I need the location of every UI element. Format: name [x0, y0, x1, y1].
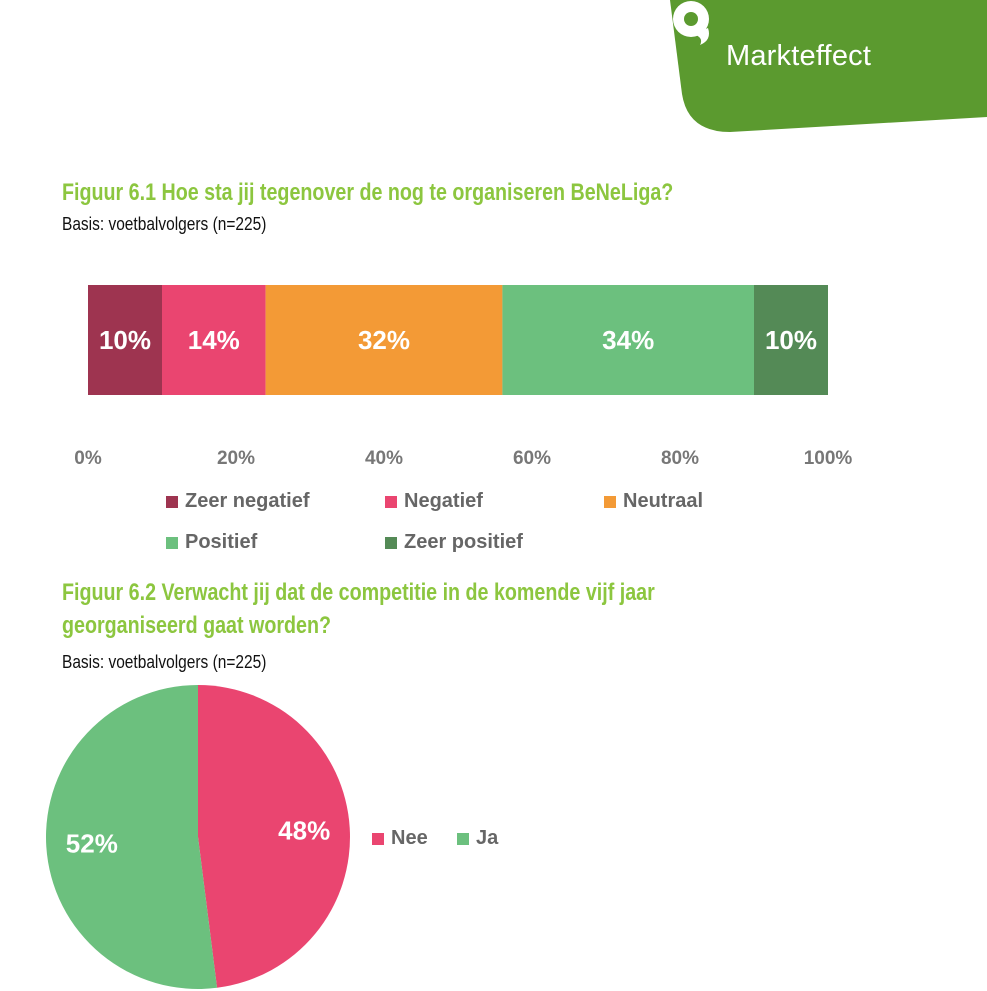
legend-label: Positief — [185, 531, 258, 553]
legend-swatch — [372, 832, 384, 845]
legend-label: Negatief — [404, 490, 483, 512]
bar-label-positief: 34% — [602, 325, 654, 355]
figure2-base: Basis: voetbalvolgers (n=225) — [62, 652, 267, 672]
bar-label-zeer-negatief: 10% — [99, 325, 151, 355]
legend-item-zeer-positief: Zeer positief — [385, 531, 523, 554]
figure2-title-line1: Figuur 6.2 Verwacht jij dat de competiti… — [62, 579, 655, 606]
legend-swatch — [385, 536, 397, 549]
bar-segment-zeer-negatief — [88, 285, 162, 395]
legend-item-negatief: Negatief — [385, 490, 483, 513]
legend-label: Neutraal — [623, 490, 704, 512]
brand-tab-shape — [670, 0, 987, 132]
figure1-title: Figuur 6.1 Hoe sta jij tegenover de nog … — [62, 179, 674, 206]
legend-swatch — [457, 832, 469, 845]
x-tick-label: 40% — [365, 448, 403, 469]
bar-segment-zeer-positief — [754, 285, 828, 395]
x-tick-label: 100% — [804, 448, 853, 469]
bar-segment-neutraal — [265, 285, 503, 395]
pie-chart: 48% 52% — [46, 685, 351, 989]
legend-label: Ja — [476, 827, 499, 849]
bar-segment-negatief — [162, 285, 266, 395]
bar-label-negatief: 14% — [188, 325, 240, 355]
legend-label: Zeer negatief — [185, 490, 310, 512]
x-tick-label: 0% — [74, 448, 102, 469]
pie-label-nee: 48% — [278, 815, 330, 845]
bar-segment-positief — [502, 285, 754, 395]
figure2-title: Figuur 6.2 Verwacht jij dat de competiti… — [62, 576, 655, 642]
legend-label: Nee — [391, 827, 428, 849]
legend-item-positief: Positief — [166, 531, 257, 554]
legend-item-ja: Ja — [457, 827, 498, 850]
pie-label-ja: 52% — [66, 829, 118, 859]
stacked-bar-chart: 10% 14% 32% 34% 10% 0% 20% 40% 60% 80% 100% — [74, 285, 853, 469]
legend-swatch — [166, 495, 178, 508]
speech-bubble-logo-icon — [673, 1, 709, 45]
legend-item-nee: Nee — [372, 827, 428, 850]
bar-label-neutraal: 32% — [358, 325, 410, 355]
pie-slice-ja — [46, 685, 218, 989]
pie-slice-nee — [198, 685, 351, 988]
legend-item-neutraal: Neutraal — [604, 490, 703, 513]
legend-label: Zeer positief — [404, 531, 523, 553]
brand-header: Markteffect — [670, 0, 987, 132]
x-tick-label: 80% — [661, 448, 699, 469]
figure1-base: Basis: voetbalvolgers (n=225) — [62, 214, 267, 234]
x-tick-label: 20% — [217, 448, 255, 469]
legend-swatch — [604, 495, 616, 508]
legend-swatch — [385, 495, 397, 508]
figure2-title-line2: georganiseerd gaat worden? — [62, 612, 332, 639]
x-tick-label: 60% — [513, 448, 551, 469]
brand-name: Markteffect — [726, 40, 872, 72]
bar-label-zeer-positief: 10% — [765, 325, 817, 355]
legend-item-zeer-negatief: Zeer negatief — [166, 490, 309, 513]
legend-swatch — [166, 536, 178, 549]
